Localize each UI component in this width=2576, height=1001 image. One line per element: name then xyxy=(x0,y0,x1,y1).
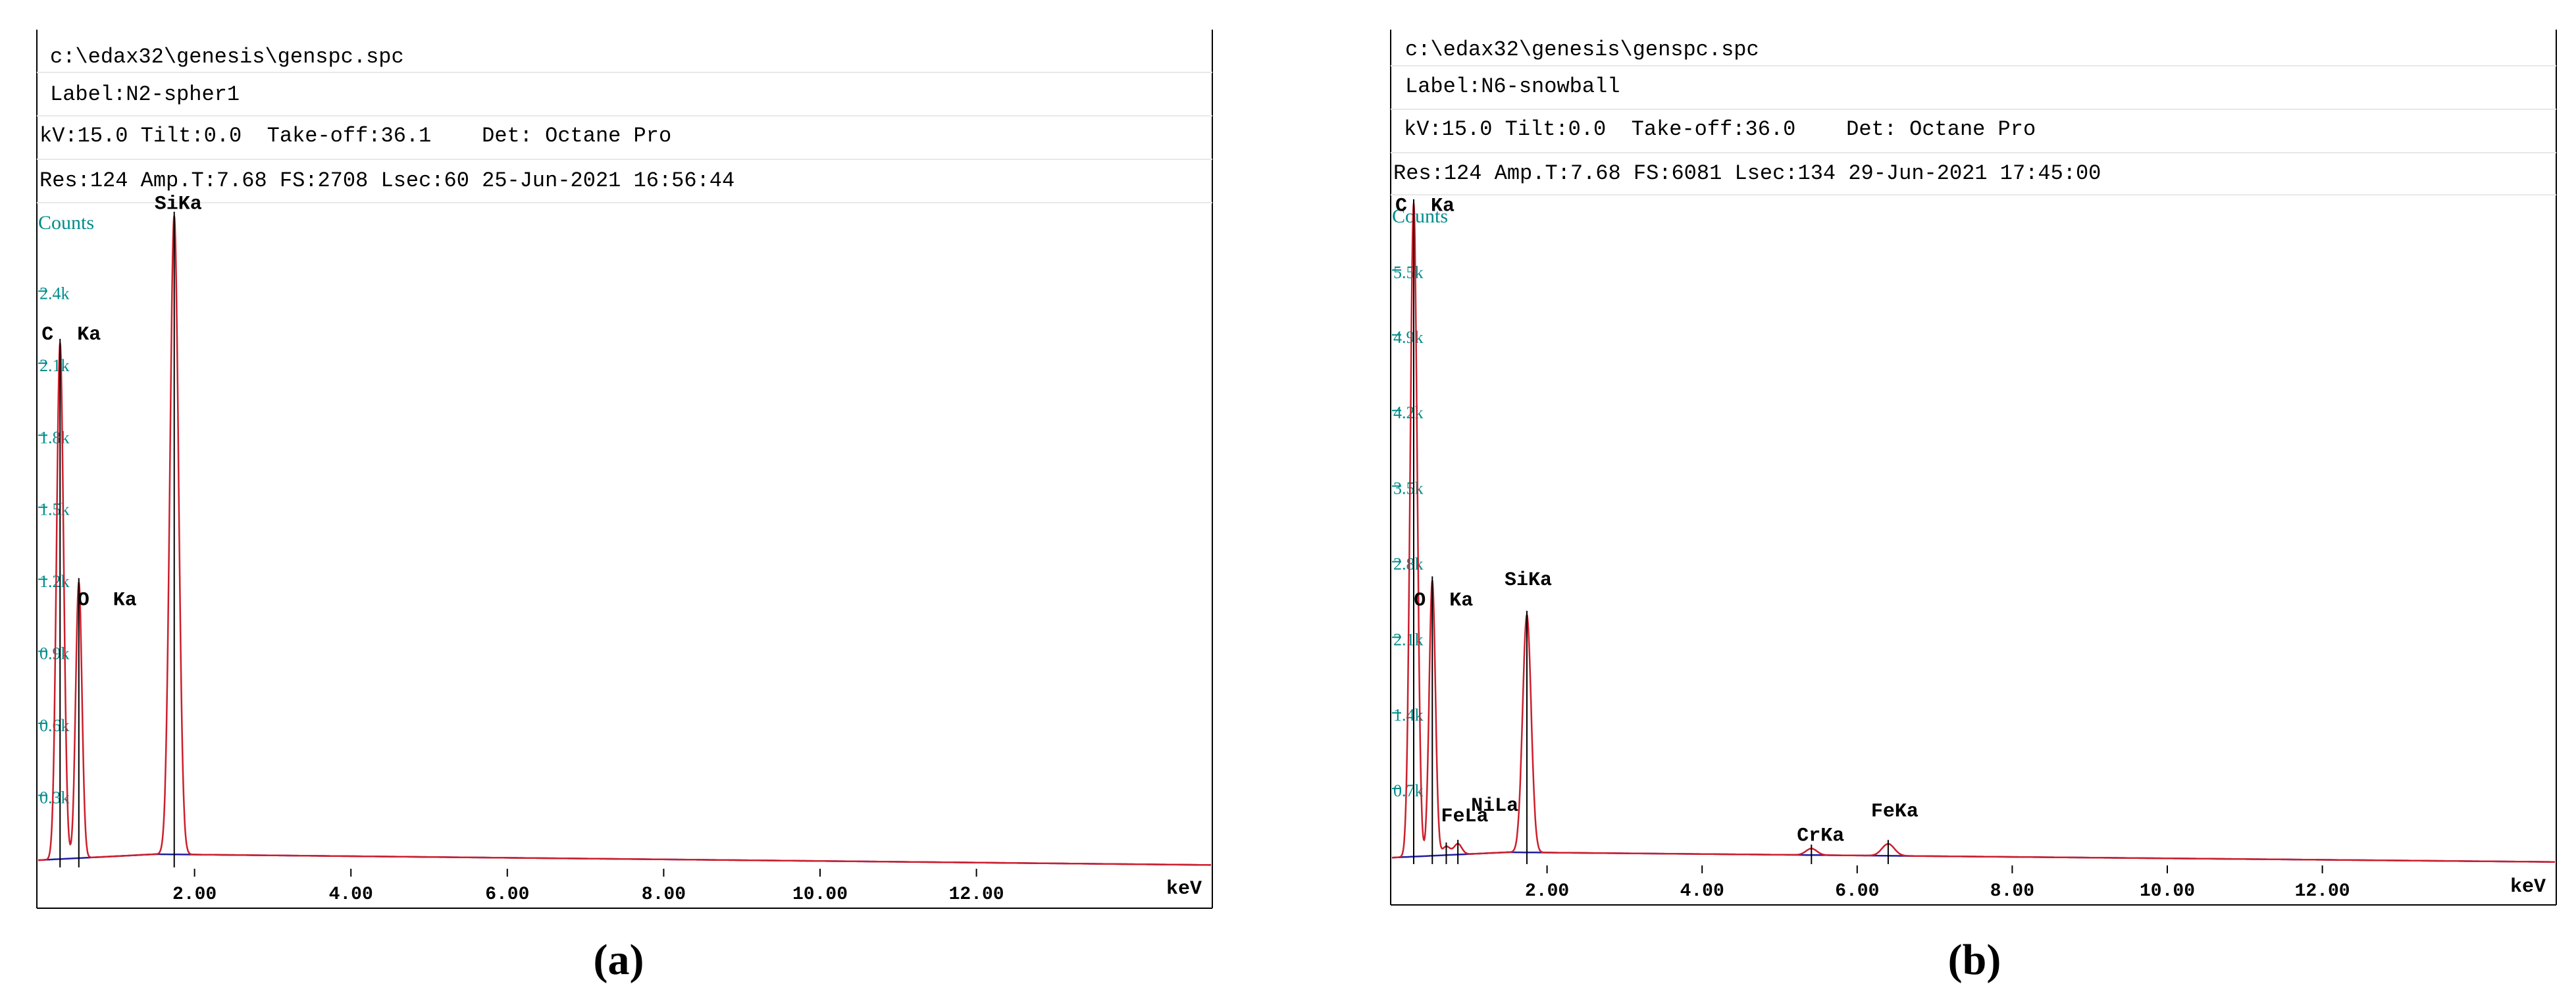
panel-b: c:\edax32\genesis\genspc.spc Label:N6-sn… xyxy=(1390,30,2557,984)
header-acquisition: Res:124 Amp.T:7.68 FS:2708 Lsec:60 25-Ju… xyxy=(39,168,734,193)
peak-label: O Ka xyxy=(1414,590,1473,612)
x-tick-label: 12.00 xyxy=(2295,881,2350,902)
y-axis-label: Counts xyxy=(38,212,94,234)
peak-label: FeKa xyxy=(1871,800,1919,823)
y-tick-label: 1.2k xyxy=(39,572,70,591)
y-tick-label: 0.3k xyxy=(39,788,70,808)
header-file: c:\edax32\genesis\genspc.spc xyxy=(50,45,404,69)
x-tick-label: 6.00 xyxy=(1835,881,1879,902)
header-acquisition: Res:124 Amp.T:7.68 FS:6081 Lsec:134 29-J… xyxy=(1393,161,2101,186)
x-axis-label: keV xyxy=(2510,876,2546,898)
y-tick-label: 1.5k xyxy=(39,500,70,519)
y-tick-label: 1.8k xyxy=(39,428,70,447)
spectrum-line xyxy=(1391,203,2555,863)
peak-label: NiLa xyxy=(1471,795,1518,817)
x-tick-label: 10.00 xyxy=(2140,881,2195,902)
y-tick-label: 3.5k xyxy=(1393,479,1424,498)
x-tick-label: 12.00 xyxy=(949,885,1004,905)
y-tick-label: 2.1k xyxy=(39,356,70,375)
x-tick-label: 10.00 xyxy=(792,885,848,905)
peak-label: CrKa xyxy=(1797,825,1844,847)
panel-caption: (a) xyxy=(594,936,644,984)
y-tick-label: 2.4k xyxy=(39,284,70,303)
y-tick-label: 4.9k xyxy=(1393,328,1424,347)
x-tick-label: 6.00 xyxy=(485,885,529,905)
x-axis-label: keV xyxy=(1166,878,1202,900)
x-tick-label: 8.00 xyxy=(1990,881,2034,902)
y-tick-label: 4.2k xyxy=(1393,403,1424,423)
x-tick-label: 8.00 xyxy=(642,885,686,905)
chart-plot-area: 2.00 4.00 6.00 8.00 10.00 12.000.7k1.4k2.1k2.… xyxy=(1391,195,2555,902)
panel-a: c:\edax32\genesis\genspc.spc Label:N2-sp… xyxy=(36,30,1213,984)
x-tick-label: 4.00 xyxy=(1680,881,1724,902)
peak-label: SiKa xyxy=(155,193,202,216)
spectrum-line xyxy=(38,215,1212,866)
y-tick-label: 0.7k xyxy=(1393,781,1424,800)
chart-plot-area: 2.00 4.00 6.00 8.00 10.00 12.000.3k0.6k0.9k1.… xyxy=(38,193,1212,905)
peak-label: SiKa xyxy=(1505,569,1552,592)
y-axis-label: Counts xyxy=(1392,205,1448,227)
header-label: Label:N6-snowball xyxy=(1405,74,1620,99)
peak-label: C Ka xyxy=(1395,195,1455,218)
y-tick-label: 5.5k xyxy=(1393,263,1424,282)
panel-caption: (b) xyxy=(1948,936,2001,984)
peak-label: O Ka xyxy=(78,589,137,611)
header-conditions: kV:15.0 Tilt:0.0 Take-off:36.1 Det: Octa… xyxy=(39,124,671,148)
peak-label: FeLa xyxy=(1441,806,1488,828)
header-conditions: kV:15.0 Tilt:0.0 Take-off:36.0 Det: Octa… xyxy=(1404,117,2036,141)
x-tick-label: 2.00 xyxy=(1525,881,1569,902)
header-file: c:\edax32\genesis\genspc.spc xyxy=(1405,38,1759,62)
x-tick-label: 4.00 xyxy=(329,885,373,905)
header-label: Label:N2-spher1 xyxy=(50,82,240,107)
peak-label: C Ka xyxy=(41,324,101,346)
x-tick-label: 2.00 xyxy=(172,885,217,905)
